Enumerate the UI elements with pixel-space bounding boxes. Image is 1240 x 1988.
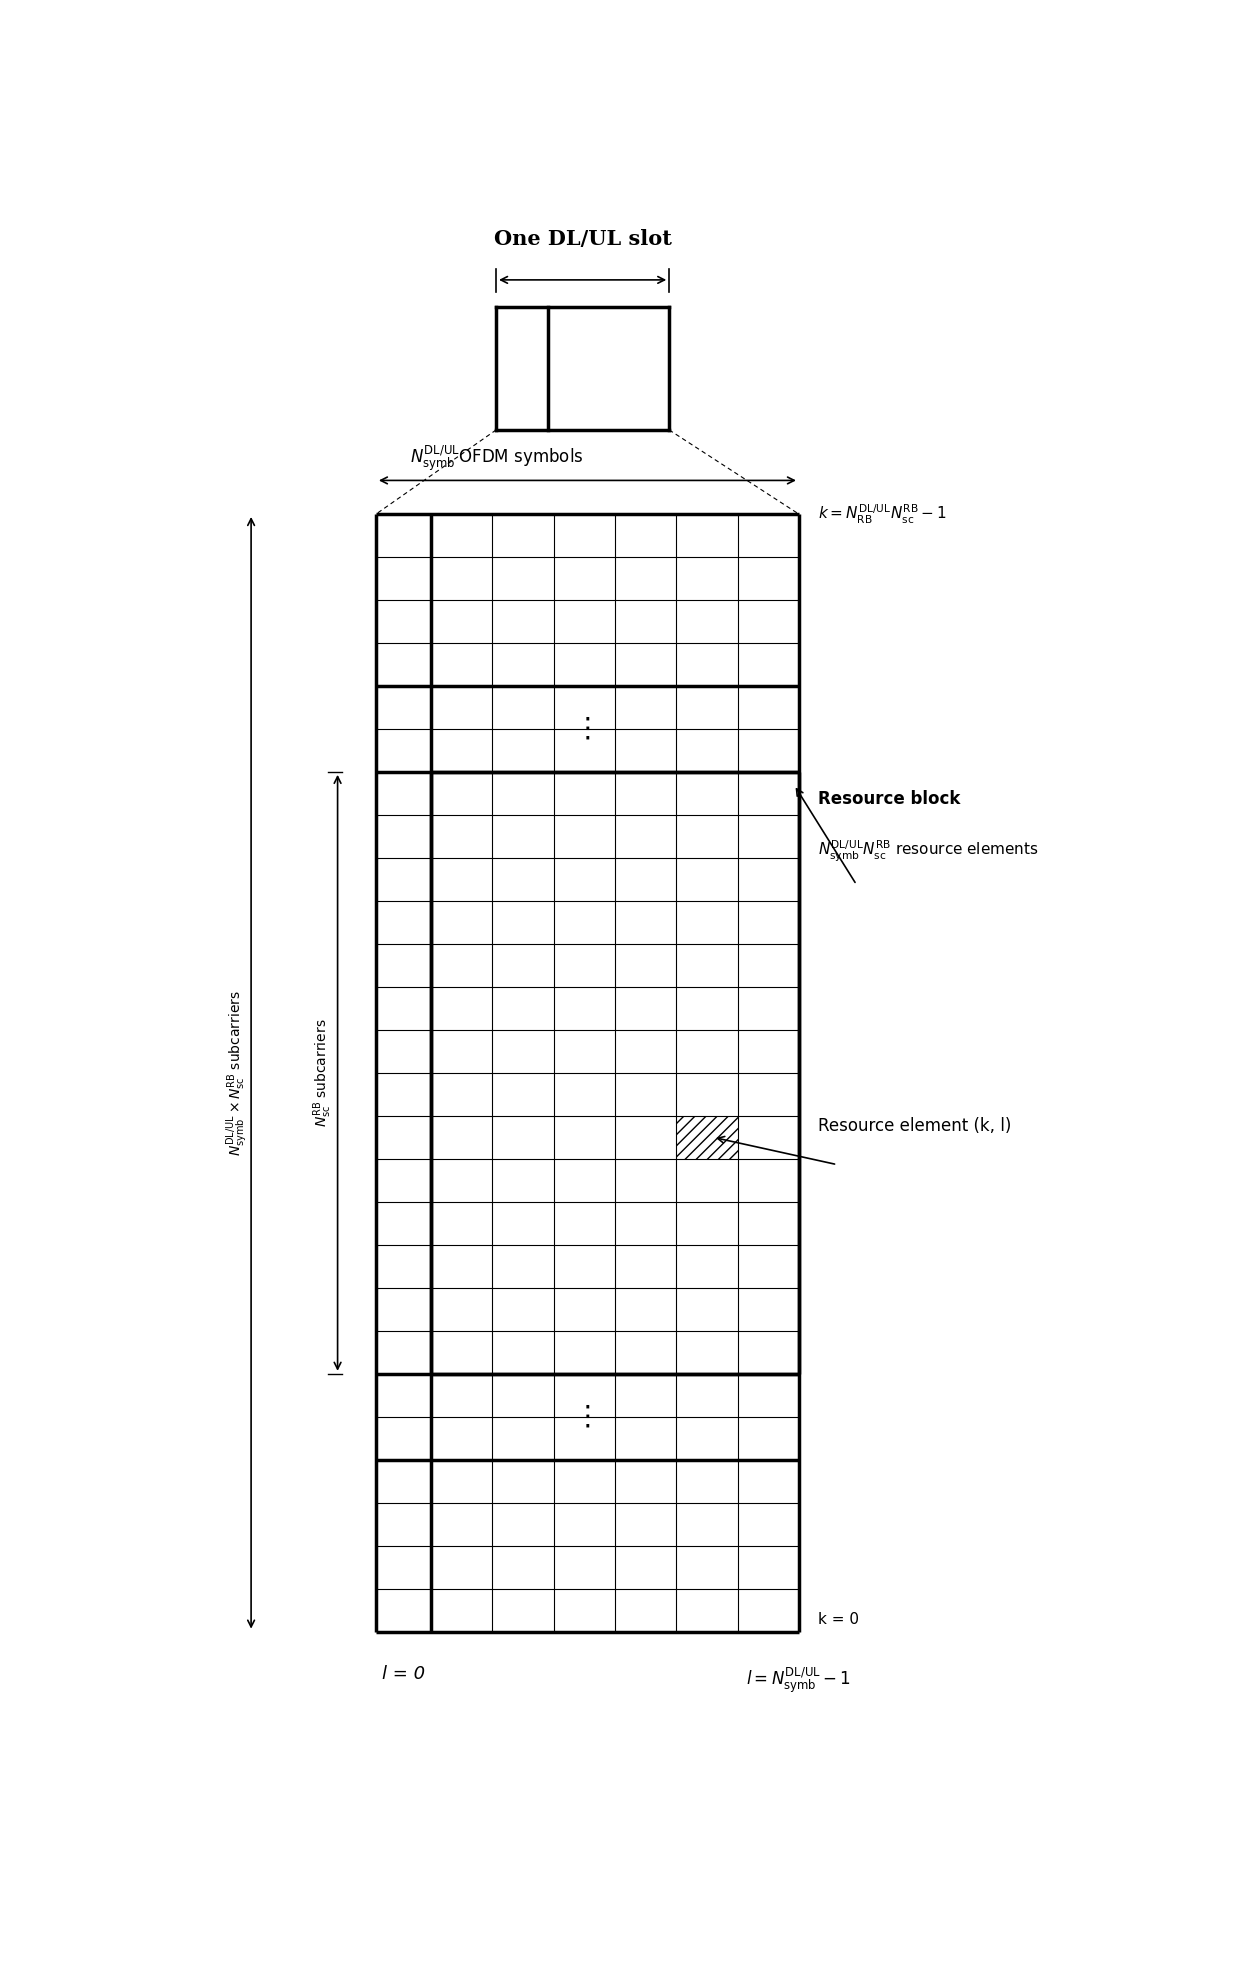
Text: Resource element (k, l): Resource element (k, l) [818,1117,1012,1135]
Text: $N_{\mathsf{symb}}^{\mathsf{DL/UL}}$OFDM symbols: $N_{\mathsf{symb}}^{\mathsf{DL/UL}}$OFDM… [410,443,583,473]
Text: Resource block: Resource block [818,791,961,809]
Text: $k=N_{\mathsf{RB}}^{\mathsf{DL/UL}}N_{\mathsf{sc}}^{\mathsf{RB}}-1$: $k=N_{\mathsf{RB}}^{\mathsf{DL/UL}}N_{\m… [818,503,947,525]
Text: $N_{\mathsf{symb}}^{\mathsf{DL/UL}} \times N_{\mathsf{sc}}^{\mathsf{RB}}$ subcar: $N_{\mathsf{symb}}^{\mathsf{DL/UL}} \tim… [223,990,249,1155]
Text: ⋮: ⋮ [574,716,601,744]
Text: k = 0: k = 0 [818,1612,859,1626]
Text: ⋮: ⋮ [574,1404,601,1431]
Text: l = 0: l = 0 [382,1666,425,1684]
Text: $N_{\mathsf{symb}}^{\mathsf{DL/UL}}N_{\mathsf{sc}}^{\mathsf{RB}}$ resource eleme: $N_{\mathsf{symb}}^{\mathsf{DL/UL}}N_{\m… [818,839,1039,865]
Bar [676,1115,738,1159]
Text: $l=N_{\mathsf{symb}}^{\mathsf{DL/UL}}-1$: $l=N_{\mathsf{symb}}^{\mathsf{DL/UL}}-1$ [746,1666,852,1696]
Text: One DL/UL slot: One DL/UL slot [494,229,672,248]
Text: $N_{\mathsf{sc}}^{\mathsf{RB}}$ subcarriers: $N_{\mathsf{sc}}^{\mathsf{RB}}$ subcarri… [312,1018,335,1127]
